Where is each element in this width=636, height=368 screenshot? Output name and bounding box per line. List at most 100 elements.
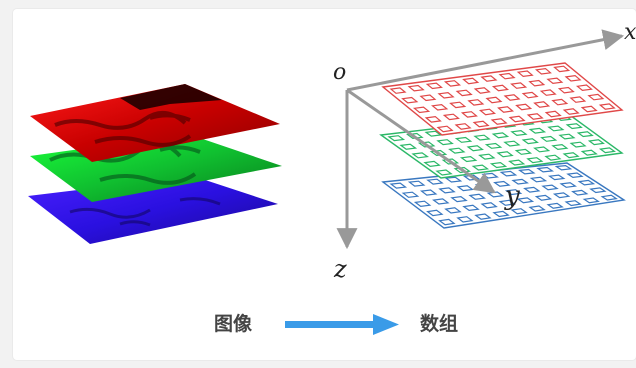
- array-cell: [406, 132, 424, 140]
- array-cell: [407, 84, 425, 92]
- array-cell: [565, 123, 583, 130]
- array-cell: [575, 84, 593, 92]
- array-cell: [466, 145, 484, 152]
- array-cell: [587, 139, 605, 146]
- array-cell: [491, 84, 510, 92]
- array-cell: [534, 194, 553, 201]
- array-cell: [480, 75, 498, 82]
- array-cell: [547, 174, 566, 181]
- array-cell: [413, 200, 432, 208]
- origin-label: o: [333, 60, 347, 85]
- array-cell: [435, 169, 453, 176]
- array-cell: [540, 135, 558, 142]
- array-cell: [551, 143, 569, 151]
- array-cell: [492, 210, 510, 218]
- array-cell: [473, 87, 491, 94]
- array-cell: [496, 151, 514, 158]
- array-cell: [503, 140, 521, 147]
- array-cell: [480, 202, 498, 209]
- image-layers: [28, 84, 282, 244]
- array-cell: [389, 87, 407, 94]
- array-cell: [424, 115, 442, 123]
- array-cell: [515, 103, 533, 111]
- y-axis-line: [346, 88, 496, 194]
- blue-array-grid: [381, 162, 626, 229]
- array-cell: [497, 106, 515, 113]
- array-cell: [444, 176, 463, 183]
- array-cell: [460, 111, 478, 118]
- array-cell: [562, 108, 580, 115]
- array-cell: [510, 129, 528, 137]
- y-axis-label: y: [505, 181, 520, 211]
- array-cell: [472, 120, 490, 128]
- array-cell: [576, 131, 594, 138]
- array-cell: [419, 189, 438, 196]
- array-cell: [571, 189, 589, 196]
- array-cell: [510, 82, 528, 89]
- x-axis-line: [346, 29, 625, 92]
- array-cell: [454, 136, 473, 143]
- array-cell: [498, 199, 516, 206]
- array-cell: [431, 103, 449, 111]
- array-cell: [580, 149, 598, 156]
- z-axis-label: z: [334, 255, 347, 283]
- red-channel-layer: [30, 84, 280, 162]
- array-cell: [546, 77, 564, 85]
- array-cell: [562, 152, 580, 159]
- array-cell: [467, 99, 485, 106]
- array-cell: [450, 195, 468, 203]
- array-cell: [577, 179, 596, 186]
- array-cell: [462, 204, 480, 212]
- array-cell: [499, 170, 518, 177]
- array-cell: [401, 96, 419, 104]
- array-cell: [554, 164, 573, 171]
- array-cell: [490, 118, 508, 125]
- transform-arrow: [285, 314, 399, 335]
- array-cell: [387, 135, 406, 142]
- array-cell: [557, 86, 575, 94]
- array-cell: [432, 198, 450, 205]
- array-cell: [436, 139, 454, 146]
- array-cell: [580, 105, 598, 113]
- array-cell: [526, 157, 544, 164]
- array-cell: [444, 207, 462, 214]
- array-cell: [569, 96, 587, 103]
- array-cell: [498, 72, 516, 80]
- array-cell: [419, 94, 437, 102]
- array-cell: [471, 164, 490, 171]
- array-cell: [598, 147, 616, 154]
- array-cell: [566, 172, 584, 179]
- array-cell: [389, 182, 408, 189]
- red-array-grid: [381, 62, 624, 136]
- array-cell: [533, 101, 551, 108]
- array-cell: [399, 143, 418, 150]
- array-cell: [536, 166, 555, 173]
- array-cell: [589, 187, 607, 194]
- array-cell: [478, 153, 496, 160]
- array-cell: [533, 146, 551, 153]
- array-cell: [564, 200, 582, 207]
- array-cell: [558, 133, 576, 140]
- array-cell: [417, 141, 436, 148]
- array-cell: [528, 127, 547, 134]
- array-cell: [504, 189, 523, 196]
- array-cell: [411, 152, 430, 159]
- array-cell: [474, 213, 492, 220]
- array-cell: [493, 180, 511, 187]
- array-cell: [544, 110, 562, 118]
- array-cell: [442, 113, 460, 121]
- array-cell: [425, 82, 443, 90]
- array-cell: [534, 67, 552, 75]
- array-cell: [443, 80, 462, 87]
- array-cell: [455, 89, 473, 97]
- image-caption: 图像: [214, 313, 253, 335]
- array-cell: [528, 79, 546, 87]
- array-cell: [541, 184, 559, 191]
- red-grid-frame: [381, 62, 624, 136]
- array-cell: [559, 182, 577, 188]
- array-cell: [511, 178, 529, 185]
- array-cell: [600, 194, 618, 201]
- x-axis-label: x: [624, 20, 636, 45]
- array-cell: [456, 216, 474, 223]
- array-cell: [423, 160, 441, 168]
